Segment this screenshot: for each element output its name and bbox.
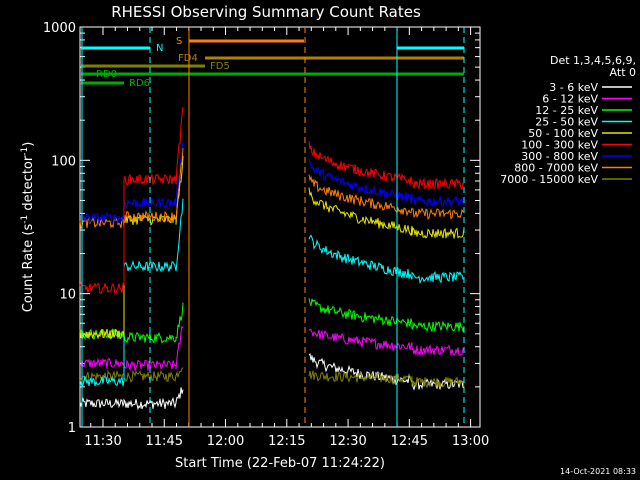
series-line-post bbox=[308, 174, 465, 220]
flag-label-s: S bbox=[176, 36, 182, 47]
series-line-post bbox=[308, 353, 465, 391]
legend-label: 6 - 12 keV bbox=[542, 93, 598, 106]
series-line-post bbox=[308, 370, 465, 389]
y-tick-label: 10 bbox=[59, 288, 76, 303]
x-tick-label: 11:45 bbox=[146, 434, 183, 449]
y-axis-label: Count Rate (s-1 detector-1) bbox=[20, 142, 36, 313]
plot-frame bbox=[79, 26, 481, 428]
legend-label: 3 - 6 keV bbox=[549, 81, 598, 94]
series-group bbox=[79, 106, 465, 411]
series-line-post bbox=[308, 158, 465, 208]
x-tick-label: 13:00 bbox=[452, 434, 489, 449]
flag-label-rd6: RD6 bbox=[129, 78, 150, 89]
chart-title: RHESSI Observing Summary Count Rates bbox=[111, 3, 421, 21]
x-tick-label: 12:00 bbox=[207, 434, 244, 449]
flag-label-rd0: RD0 bbox=[96, 69, 117, 80]
series-line-pre bbox=[79, 387, 184, 411]
legend-label: 12 - 25 keV bbox=[535, 104, 598, 117]
series-line-pre bbox=[79, 302, 184, 344]
series-line-pre bbox=[79, 198, 184, 387]
flag-label-fd5: FD5 bbox=[210, 61, 230, 72]
flag-label-fd4: FD4 bbox=[178, 53, 198, 64]
series-line-post bbox=[308, 328, 465, 357]
vertical-markers bbox=[81, 27, 465, 427]
x-tick-label: 12:45 bbox=[391, 434, 428, 449]
legend-label: 100 - 300 keV bbox=[521, 139, 598, 152]
legend-header: Det 1,3,4,5,6,9, bbox=[550, 54, 636, 67]
x-axis-label: Start Time (22-Feb-07 11:24:22) bbox=[175, 456, 385, 471]
legend-label: 7000 - 15000 keV bbox=[500, 173, 598, 186]
y-tick-label: 1000 bbox=[43, 21, 76, 36]
flag-bars: N S FD4 FD5 RD0 RD6 bbox=[81, 36, 464, 89]
series-line-post bbox=[308, 298, 465, 332]
series-line-pre bbox=[79, 106, 184, 295]
series-line-pre bbox=[79, 148, 184, 230]
series-line-pre bbox=[79, 367, 184, 383]
series-line-post bbox=[308, 234, 465, 284]
legend-label: 25 - 50 keV bbox=[535, 116, 598, 129]
x-tick-label: 11:30 bbox=[84, 434, 121, 449]
legend-label: 50 - 100 keV bbox=[528, 127, 598, 140]
series-line-pre bbox=[79, 325, 184, 372]
footer-timestamp: 14-Oct-2021 08:33 bbox=[560, 467, 636, 476]
x-tick-label: 12:30 bbox=[329, 434, 366, 449]
series-line-post bbox=[308, 141, 465, 190]
series-line-pre bbox=[79, 155, 184, 340]
x-tick-label: 12:15 bbox=[268, 434, 305, 449]
axis-ticks: 11:30 11:45 12:00 12:15 12:30 12:45 13:00 1 10 10… bbox=[43, 21, 489, 449]
y-tick-label: 1 bbox=[68, 421, 76, 436]
series-line-pre bbox=[79, 141, 184, 224]
y-tick-label: 100 bbox=[51, 154, 76, 169]
legend-label: 300 - 800 keV bbox=[521, 150, 598, 163]
series-line-post bbox=[308, 187, 465, 239]
flag-label-n: N bbox=[156, 43, 163, 54]
legend-header: Att 0 bbox=[610, 66, 636, 79]
legend-label: 800 - 7000 keV bbox=[514, 162, 598, 175]
